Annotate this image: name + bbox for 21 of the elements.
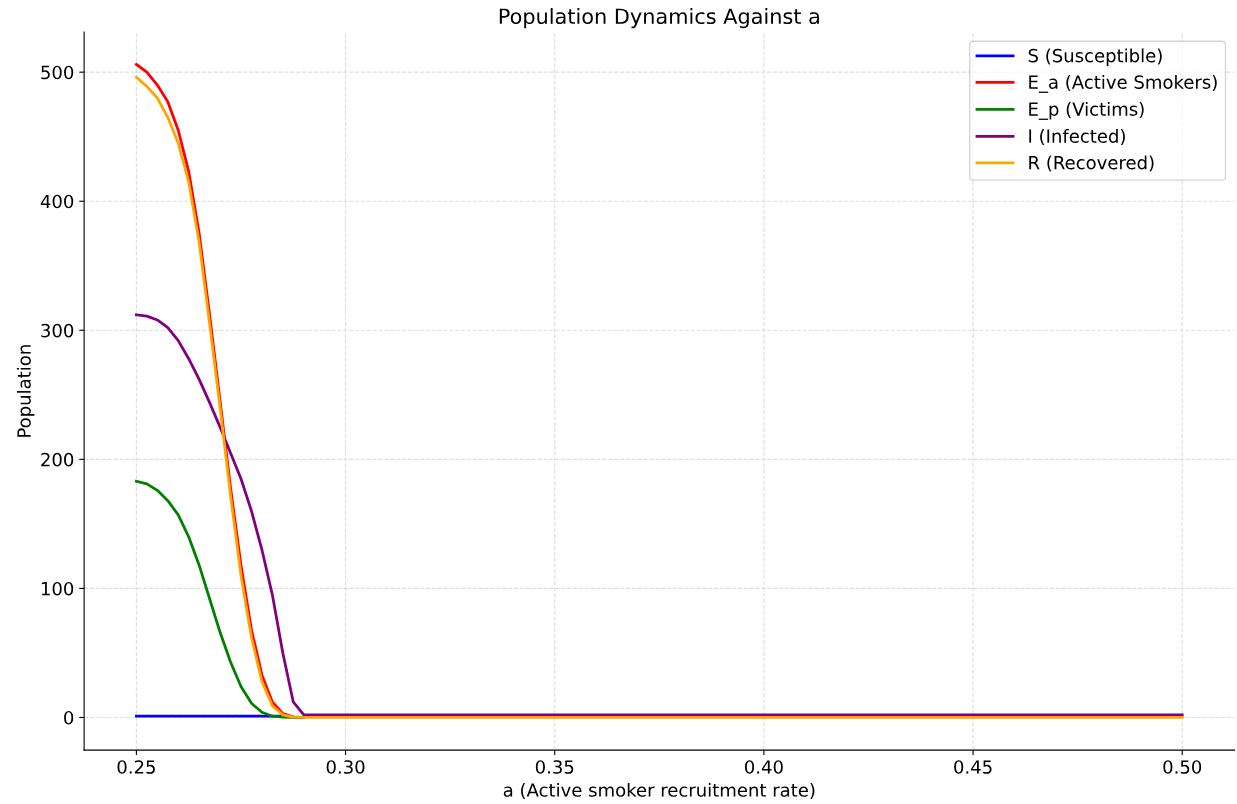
legend-label: I (Infected)	[1029, 128, 1125, 146]
x-tick-label: 0.35	[535, 760, 574, 774]
line-series	[135, 313, 1184, 717]
chart-title: Population Dynamics Against a	[499, 8, 819, 29]
legend-label: E_p (Victims)	[1029, 101, 1144, 120]
legend-label: S (Susceptible)	[1028, 48, 1162, 66]
x-axis-title: a (Active smoker recruitment rate)	[503, 782, 815, 799]
x-tick-label: 0.40	[744, 760, 783, 774]
y-tick-label: 0	[64, 710, 74, 725]
legend-label: E_a (Active Smokers)	[1029, 74, 1217, 93]
x-tick-label: 0.25	[117, 760, 155, 774]
y-tick-label: 300	[41, 323, 74, 338]
legend-label: R (Recovered)	[1029, 155, 1154, 172]
y-tick-label: 200	[41, 452, 74, 467]
y-tick-label: 500	[41, 65, 74, 80]
x-tick-label: 0.30	[326, 760, 365, 774]
x-tick-label: 0.45	[954, 760, 992, 774]
y-axis-title: Population	[16, 345, 35, 437]
y-tick-label: 100	[41, 581, 74, 596]
y-tick-label: 400	[40, 194, 74, 209]
x-tick-label: 0.50	[1163, 760, 1202, 774]
